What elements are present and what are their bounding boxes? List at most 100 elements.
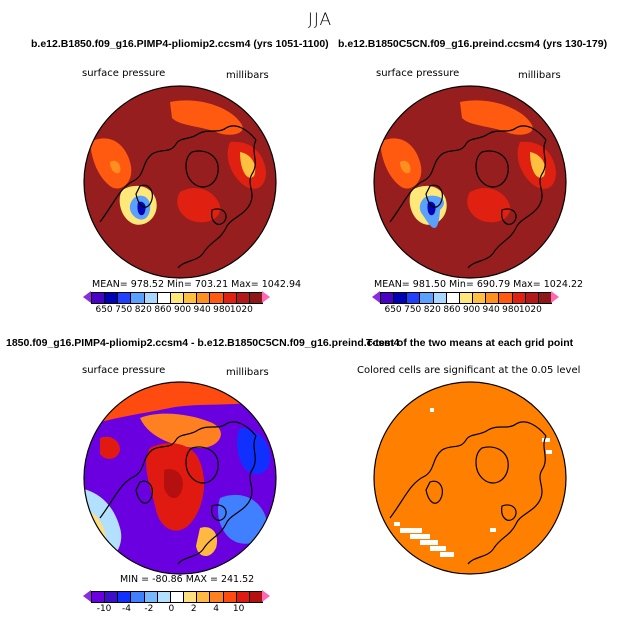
panel-3-stats: MIN = -80.86 MAX = 241.52 — [120, 574, 255, 585]
panel-4-map — [373, 381, 567, 575]
colorbar-tick-label: 820 — [423, 305, 441, 315]
pressure-region — [240, 152, 256, 178]
nonsignificant-cell — [380, 418, 386, 422]
coastline — [467, 227, 517, 269]
colorbar-swatch — [446, 293, 460, 303]
positive-difference-region — [196, 527, 218, 557]
colorbar-swatch — [210, 293, 224, 303]
coastline — [197, 421, 257, 437]
map-border — [83, 85, 277, 279]
colorbar-tick-label: 900 — [173, 305, 192, 315]
map-border — [373, 381, 567, 575]
colorbar-swatch — [92, 592, 106, 602]
panel-2-title: b.e12.B1850C5CN.f09_g16.preind.ccsm4 (yr… — [338, 38, 608, 50]
coastline — [135, 184, 153, 208]
panel-1-stats: MEAN= 978.52 Min= 703.21 Max= 1042.94 — [92, 279, 302, 290]
colorbar-swatch — [459, 293, 474, 303]
colorbar-tick-label: 1020 — [518, 305, 542, 315]
coastline — [515, 435, 547, 525]
colorbar-swatch — [538, 293, 552, 303]
colorbar-swatches — [91, 292, 263, 304]
colorbar-swatch — [170, 293, 185, 303]
coastline — [211, 504, 227, 521]
panel-3-map — [83, 381, 277, 575]
colorbar-swatch — [144, 592, 158, 602]
nonsignificant-cell — [546, 450, 552, 454]
panel-3-variable-label: surface pressure — [82, 365, 166, 376]
colorbar-swatch — [144, 293, 158, 303]
panel-2-stats: MEAN= 981.50 Min= 690.79 Max= 1024.22 — [374, 279, 584, 290]
pressure-region — [110, 160, 121, 174]
colorbar-swatch — [223, 293, 237, 303]
lowest-pressure-region — [427, 201, 436, 216]
colorbar-over-arrow — [262, 590, 270, 602]
positive-difference-region — [100, 436, 120, 459]
colorbar-swatch — [249, 592, 263, 602]
nonsignificant-cell — [394, 522, 400, 526]
colorbar-swatch — [131, 592, 145, 602]
coastline — [99, 133, 199, 223]
colorbar-tick-label: 820 — [134, 305, 152, 315]
coastline — [487, 421, 547, 437]
nonsignificant-cell — [490, 528, 496, 532]
panel-1-variable-label: surface pressure — [82, 68, 166, 79]
nonsignificant-cell — [542, 438, 550, 442]
colorbar-swatches — [91, 591, 263, 603]
significant-cells-field — [374, 382, 566, 574]
nonsignificant-cell — [440, 552, 454, 557]
panel-2-units-label: millibars — [518, 70, 561, 81]
panel-2-map — [373, 85, 567, 279]
colorbar-tick-label: 940 — [193, 305, 211, 315]
nonsignificant-cell — [420, 540, 438, 545]
colorbar-tick-label: 650 — [95, 305, 113, 315]
pressure-region — [400, 160, 411, 174]
colorbar-tick-label: 10 — [232, 604, 245, 614]
pressure-region — [460, 100, 533, 135]
colorbar-swatch — [499, 293, 513, 303]
colorbar-tick-label: 750 — [404, 305, 422, 315]
nonsignificant-cell — [430, 546, 446, 551]
coastline — [197, 125, 257, 141]
coastline — [135, 480, 153, 504]
nonsignificant-cell — [410, 534, 430, 539]
colorbar-swatch — [210, 592, 224, 602]
nonsignificant-cell — [430, 408, 434, 412]
colorbar-tick-label: 650 — [384, 305, 402, 315]
coastline — [501, 504, 517, 521]
colorbar-swatch — [92, 293, 106, 303]
colorbar-tick-label: 2 — [190, 604, 197, 614]
pressure-region — [530, 152, 546, 178]
coastline — [501, 208, 517, 225]
panel-3-title: 1850.f09_g16.PIMP4-pliomip2.ccsm4 - b.e1… — [6, 337, 400, 349]
colorbar-swatch — [512, 293, 526, 303]
colorbar-tick-label: 750 — [115, 305, 133, 315]
colorbar-swatch — [184, 293, 198, 303]
panel-1-map — [83, 85, 277, 279]
pressure-region — [177, 187, 221, 223]
coastline — [467, 523, 517, 565]
coastline — [487, 125, 547, 141]
coastline — [225, 435, 257, 525]
colorbar-tick-label: 0 — [168, 604, 175, 614]
colorbar-over-arrow — [551, 291, 559, 303]
colorbar-swatch — [433, 293, 447, 303]
coastline — [475, 150, 509, 188]
colorbar-under-arrow — [83, 590, 91, 602]
colorbar-swatch — [473, 293, 487, 303]
colorbar-swatch — [249, 293, 263, 303]
colorbar-swatch — [131, 293, 145, 303]
coastline — [425, 184, 443, 208]
nonsignificant-cell — [400, 528, 422, 533]
coastline — [99, 429, 199, 519]
coastline — [225, 139, 257, 229]
colorbar-swatch — [118, 592, 132, 602]
colorbar-swatch — [381, 293, 395, 303]
coastline — [425, 480, 443, 504]
coastline — [185, 150, 219, 188]
colorbar-swatch — [118, 293, 132, 303]
colorbar-swatch — [236, 592, 250, 602]
colorbar-swatch — [486, 293, 500, 303]
colorbar-over-arrow — [262, 291, 270, 303]
colorbar-tick-label: 860 — [154, 305, 172, 315]
colorbar-tick-label: 980 — [213, 305, 231, 315]
